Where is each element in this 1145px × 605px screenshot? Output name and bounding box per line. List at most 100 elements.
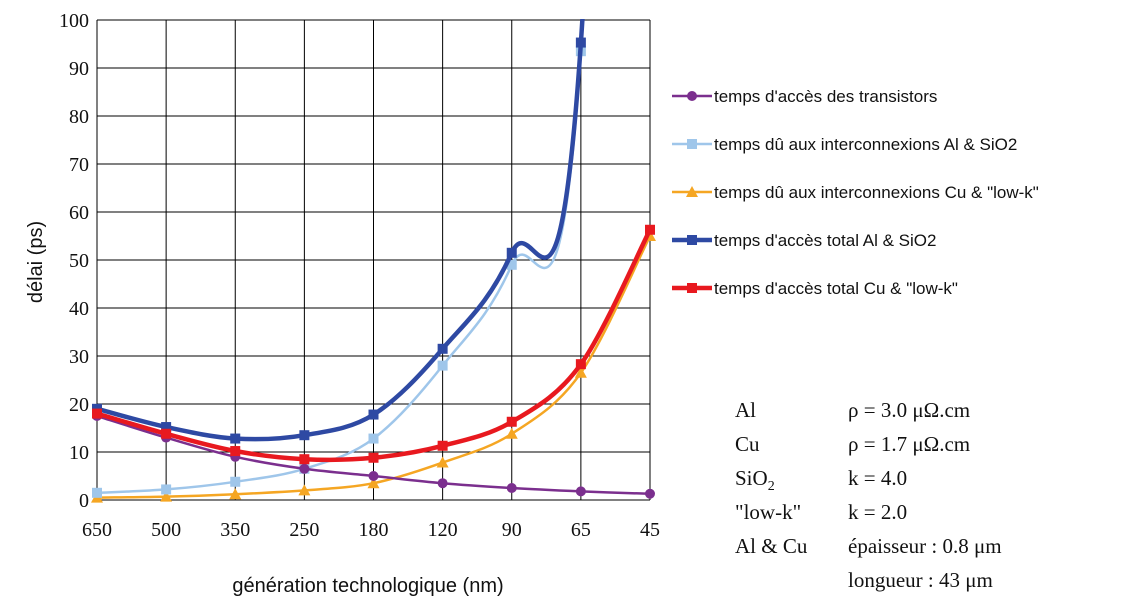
legend-label: temps d'accès total Cu & "low-k" bbox=[714, 279, 958, 298]
series-4 bbox=[92, 224, 655, 465]
data-point bbox=[368, 409, 379, 420]
data-point bbox=[92, 408, 102, 419]
legend-item: temps dû aux interconnexions Al & SiO2 bbox=[672, 135, 1017, 154]
note-value: épaisseur : 0.8 μm bbox=[848, 534, 1002, 558]
y-tick-label: 80 bbox=[69, 106, 89, 128]
data-point bbox=[230, 476, 241, 487]
legend-label: temps d'accès total Al & SiO2 bbox=[714, 231, 936, 250]
data-point bbox=[161, 428, 172, 439]
note-label: "low-k" bbox=[735, 500, 801, 525]
data-point bbox=[574, 366, 587, 378]
note-label-text: Al bbox=[735, 398, 756, 422]
y-tick-label: 20 bbox=[69, 394, 89, 416]
data-point bbox=[575, 486, 586, 497]
legend-item: temps dû aux interconnexions Cu & "low-k… bbox=[672, 183, 1039, 202]
data-point bbox=[505, 427, 518, 439]
data-point bbox=[299, 454, 310, 465]
data-point bbox=[92, 487, 102, 498]
data-point bbox=[437, 478, 448, 489]
legend-marker bbox=[687, 91, 697, 101]
x-tick-label: 180 bbox=[359, 519, 389, 541]
data-point bbox=[230, 446, 241, 457]
series-0 bbox=[92, 411, 655, 499]
note-label-subscript: 2 bbox=[767, 479, 775, 495]
x-tick-label: 500 bbox=[151, 519, 181, 541]
x-tick-label: 65 bbox=[571, 519, 591, 541]
note-value: ρ = 3.0 μΩ.cm bbox=[848, 398, 971, 422]
x-tick-label: 120 bbox=[428, 519, 458, 541]
y-tick-label: 70 bbox=[69, 154, 89, 176]
note-value: ρ = 1.7 μΩ.cm bbox=[848, 432, 971, 456]
data-point bbox=[160, 490, 173, 502]
data-point bbox=[299, 463, 310, 474]
data-point bbox=[506, 483, 517, 493]
data-point bbox=[437, 440, 448, 451]
legend-item: temps d'accès total Cu & "low-k" bbox=[672, 279, 958, 298]
note-value: k = 2.0 bbox=[848, 500, 908, 524]
data-point bbox=[645, 224, 655, 235]
note-value: longueur : 43 μm bbox=[848, 568, 993, 592]
note-label-text: SiO bbox=[735, 466, 768, 490]
x-tick-label: 45 bbox=[640, 519, 660, 541]
x-tick-labels: 650 500 350 250 180 120 90 65 45 bbox=[82, 519, 660, 541]
legend-marker bbox=[687, 139, 697, 149]
x-tick-label: 250 bbox=[289, 519, 319, 541]
data-point bbox=[575, 359, 586, 370]
x-tick-label: 90 bbox=[502, 519, 522, 541]
x-tick-label: 350 bbox=[220, 519, 250, 541]
y-axis-title: délai (ps) bbox=[25, 221, 47, 303]
note-label: Cu bbox=[735, 432, 760, 457]
note-label: Al & Cu bbox=[735, 534, 807, 559]
data-point bbox=[437, 360, 448, 371]
data-point bbox=[367, 477, 380, 489]
data-point bbox=[437, 343, 448, 354]
data-point bbox=[229, 488, 242, 500]
data-point bbox=[230, 433, 241, 444]
data-point bbox=[161, 422, 172, 433]
series-3 bbox=[92, 19, 586, 444]
data-point bbox=[436, 456, 449, 468]
y-tick-labels: 0 10 20 30 40 50 60 70 80 90 100 bbox=[59, 10, 89, 512]
y-tick-label: 10 bbox=[69, 442, 89, 464]
series-2 bbox=[91, 230, 656, 503]
legend-marker bbox=[686, 186, 698, 197]
legend-label: temps d'accès des transistors bbox=[714, 87, 937, 106]
y-tick-label: 50 bbox=[69, 250, 89, 272]
legend-marker bbox=[687, 235, 697, 245]
y-tick-label: 90 bbox=[69, 58, 89, 80]
data-point bbox=[368, 433, 379, 444]
data-point bbox=[645, 488, 655, 499]
y-tick-label: 30 bbox=[69, 346, 89, 368]
data-point bbox=[506, 259, 517, 270]
legend: temps d'accès des transistors temps dû au… bbox=[672, 87, 1039, 298]
y-tick-label: 60 bbox=[69, 202, 89, 224]
data-point bbox=[368, 471, 379, 481]
x-axis-title: génération technologique (nm) bbox=[232, 575, 503, 597]
series-1 bbox=[92, 19, 586, 498]
note-label: Al bbox=[735, 398, 756, 423]
data-point bbox=[368, 452, 379, 463]
data-point bbox=[506, 416, 517, 427]
legend-item: temps d'accès total Al & SiO2 bbox=[672, 231, 936, 250]
legend-marker bbox=[687, 283, 697, 293]
y-tick-label: 100 bbox=[59, 10, 89, 32]
note-label: SiO2 bbox=[735, 466, 775, 495]
legend-label: temps dû aux interconnexions Al & SiO2 bbox=[714, 135, 1017, 154]
legend-label: temps dû aux interconnexions Cu & "low-k… bbox=[714, 183, 1039, 202]
note-label-text: "low-k" bbox=[735, 500, 802, 524]
note-label-text: Al & Cu bbox=[735, 534, 808, 558]
legend-item: temps d'accès des transistors bbox=[672, 87, 937, 106]
data-point bbox=[575, 37, 586, 48]
data-point bbox=[299, 430, 310, 441]
x-tick-label: 650 bbox=[82, 519, 112, 541]
y-tick-label: 0 bbox=[79, 490, 89, 512]
note-value: k = 4.0 bbox=[848, 466, 908, 490]
series-layer bbox=[91, 19, 656, 503]
series-line bbox=[96, 19, 585, 442]
y-tick-label: 40 bbox=[69, 298, 89, 320]
data-point bbox=[161, 484, 172, 495]
data-point bbox=[298, 484, 311, 496]
note-label-text: Cu bbox=[735, 432, 760, 456]
data-point bbox=[506, 247, 517, 258]
